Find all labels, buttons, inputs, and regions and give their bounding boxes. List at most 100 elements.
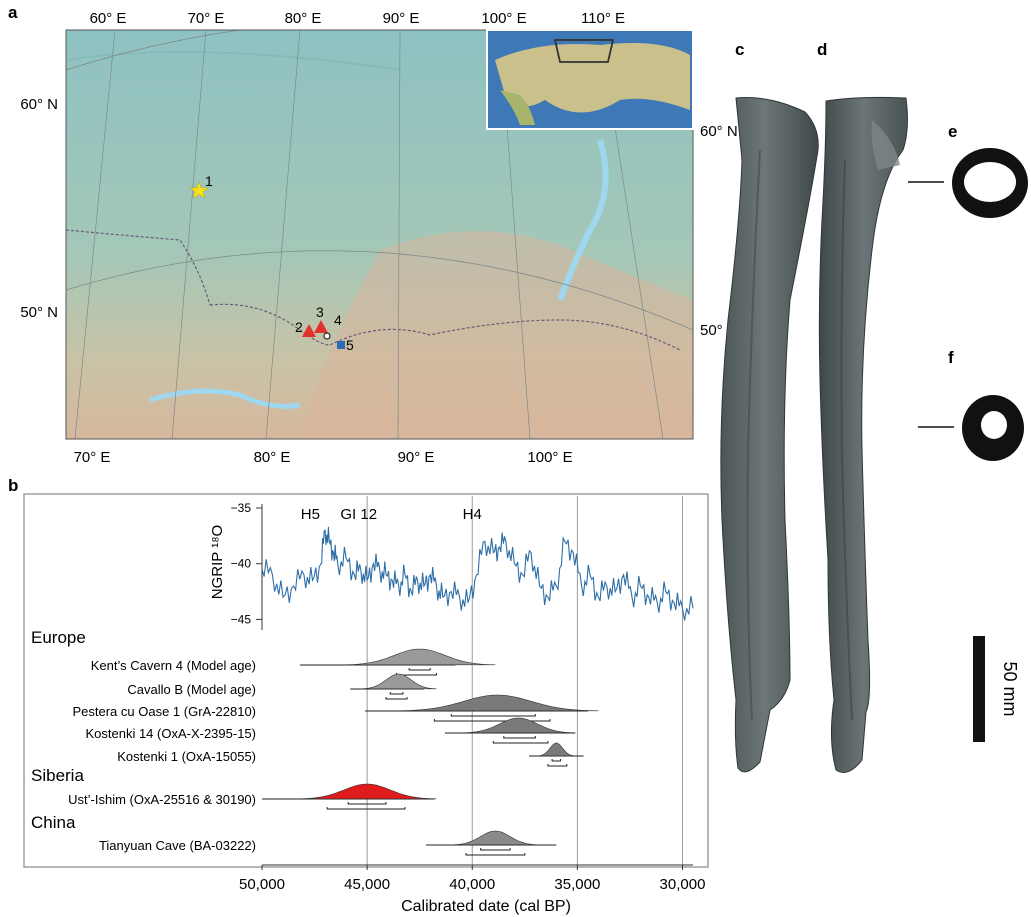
range-bracket bbox=[551, 759, 562, 762]
left-lat-label: 60° N bbox=[20, 96, 58, 113]
probability-distribution bbox=[360, 673, 437, 690]
x-axis: 50,000 45,000 40,000 35,000 30,000 bbox=[239, 864, 706, 893]
circle-icon bbox=[323, 332, 331, 340]
probability-distribution bbox=[451, 830, 540, 846]
group-label: China bbox=[31, 813, 76, 832]
probability-distribution bbox=[461, 717, 576, 734]
panel-letter-f: f bbox=[948, 348, 954, 367]
range-bracket bbox=[433, 719, 551, 722]
y-axis-label: NGRIP ¹⁸O bbox=[209, 525, 226, 599]
event-label: GI 12 bbox=[340, 506, 377, 523]
specimen-label: Kostenki 1 (OxA-15055) bbox=[117, 749, 256, 764]
specimen-label: Tianyuan Cave (BA-03222) bbox=[99, 838, 256, 853]
lon-line bbox=[74, 30, 116, 439]
x-tick-label: 30,000 bbox=[660, 876, 706, 893]
border-line bbox=[209, 303, 681, 351]
range-bracket bbox=[465, 853, 526, 856]
ngrip-line bbox=[261, 526, 694, 621]
specimen-label: Pestera cu Oase 1 (GrA-22810) bbox=[72, 704, 256, 719]
group-label: Siberia bbox=[31, 766, 84, 785]
scale-bar bbox=[973, 636, 985, 742]
top-lon-label: 60° E bbox=[90, 10, 127, 27]
site-number: 5 bbox=[346, 337, 354, 353]
x-axis-label: Calibrated date (cal BP) bbox=[401, 898, 571, 915]
chart-frame bbox=[23, 493, 709, 868]
panel-letter-d: d bbox=[817, 40, 827, 59]
vertical-gridlines bbox=[366, 496, 683, 865]
probability-distribution bbox=[343, 648, 496, 666]
x-tick-label: 45,000 bbox=[344, 876, 390, 893]
panel-letter-a: a bbox=[8, 3, 18, 22]
top-lon-label: 100° E bbox=[481, 10, 526, 27]
y-tick-label: −35 bbox=[231, 501, 252, 515]
bottom-lon-label: 80° E bbox=[254, 449, 291, 466]
right-lat-label: 60° N bbox=[700, 123, 738, 140]
probability-distribution bbox=[297, 783, 437, 800]
lat-50-line bbox=[66, 250, 693, 331]
site-number: 4 bbox=[334, 312, 342, 328]
site-markers: 1 2 3 4 5 bbox=[189, 173, 354, 353]
range-bracket bbox=[408, 668, 431, 671]
range-bracket bbox=[389, 692, 404, 695]
site-number: 2 bbox=[295, 319, 303, 335]
star-icon bbox=[189, 181, 209, 199]
bottom-lon-label: 90° E bbox=[398, 449, 435, 466]
ngrip-series bbox=[261, 526, 694, 621]
probability-distribution bbox=[396, 694, 599, 712]
specimen-label: Kent’s Cavern 4 (Model age) bbox=[91, 658, 256, 673]
cross-section-f-cavity bbox=[981, 411, 1007, 439]
inset-region-box bbox=[553, 39, 615, 63]
panel-letter-b: b bbox=[8, 476, 18, 495]
specimen-distributions: Europe Siberia China Kent’s Cavern 4 (Model… bbox=[31, 628, 599, 856]
y-axis: −35 −40 −45 bbox=[231, 501, 263, 630]
scale-bar-label: 50 mm bbox=[1000, 661, 1020, 716]
y-tick-label: −45 bbox=[231, 612, 252, 626]
lake-baikal bbox=[557, 139, 609, 302]
specimen-label: Cavallo B (Model age) bbox=[127, 682, 256, 697]
bone-view-d bbox=[818, 96, 908, 773]
range-bracket bbox=[385, 697, 408, 700]
range-bracket bbox=[547, 764, 568, 767]
top-lon-label: 110° E bbox=[581, 10, 625, 27]
triangle-icon bbox=[314, 320, 328, 333]
specimen-label: Ust’-Ishim (OxA-25516 & 30190) bbox=[68, 792, 256, 807]
left-lat-label: 50° N bbox=[20, 304, 58, 321]
event-labels: H5 GI 12 H4 bbox=[301, 506, 482, 523]
x-tick-label: 50,000 bbox=[239, 876, 285, 893]
site-number: 1 bbox=[205, 173, 213, 189]
event-label: H4 bbox=[463, 506, 482, 523]
range-bracket bbox=[326, 807, 406, 810]
map: 60° E 70° E 80° E 90° E 100° E 110° E 70… bbox=[20, 10, 737, 466]
top-lon-label: 80° E bbox=[285, 10, 322, 27]
bone-views bbox=[720, 96, 908, 773]
site-number: 3 bbox=[316, 304, 324, 320]
probability-distribution bbox=[537, 742, 576, 757]
inset-world-map bbox=[486, 29, 694, 130]
bone-view-c bbox=[720, 97, 819, 773]
event-label: H5 bbox=[301, 506, 320, 523]
specimen-label: Kostenki 14 (OxA-X-2395-15) bbox=[85, 726, 256, 741]
range-bracket bbox=[347, 802, 387, 805]
x-tick-label: 35,000 bbox=[554, 876, 600, 893]
lon-line bbox=[397, 30, 401, 439]
panel-letter-e: e bbox=[948, 122, 957, 141]
square-icon bbox=[337, 341, 345, 349]
lon-line bbox=[265, 30, 301, 439]
chart: −35 −40 −45 H5 GI 12 H4 Europe Siberia China Ke… bbox=[23, 493, 709, 915]
bottom-lon-label: 100° E bbox=[527, 449, 572, 466]
range-bracket bbox=[492, 741, 549, 744]
top-lon-label: 90° E bbox=[383, 10, 420, 27]
border-line-west bbox=[66, 229, 211, 306]
y-tick-label: −40 bbox=[231, 557, 252, 571]
lon-line bbox=[171, 30, 207, 439]
top-lon-label: 70° E bbox=[188, 10, 225, 27]
triangle-icon bbox=[302, 324, 316, 337]
panel-letter-c: c bbox=[735, 40, 744, 59]
x-tick-label: 40,000 bbox=[449, 876, 495, 893]
cross-section-e-cavity bbox=[964, 162, 1016, 202]
bottom-lon-label: 70° E bbox=[74, 449, 111, 466]
group-label: Europe bbox=[31, 628, 86, 647]
range-bracket bbox=[480, 848, 511, 851]
range-bracket bbox=[450, 714, 536, 717]
